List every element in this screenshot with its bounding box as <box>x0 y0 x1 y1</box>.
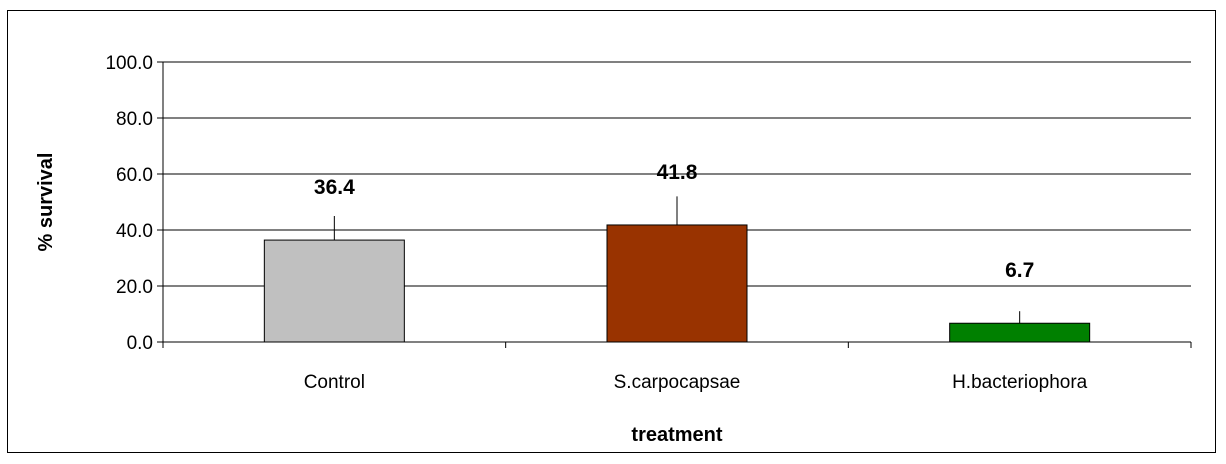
data-label: 36.4 <box>314 176 355 199</box>
bars <box>263 224 1091 343</box>
y-tick-label: 60.0 <box>116 165 153 186</box>
bar-s-carpocapsae <box>606 224 748 343</box>
category-label: S.carpocapsae <box>614 372 741 393</box>
y-tick-label: 20.0 <box>116 277 153 298</box>
x-axis-ticks <box>162 342 1192 348</box>
data-label: 41.8 <box>657 161 698 184</box>
category-labels: Control S.carpocapsae H.bacteriophora <box>304 372 1088 393</box>
y-tick-label: 100.0 <box>105 53 153 74</box>
category-label: H.bacteriophora <box>952 372 1088 393</box>
data-label: 6.7 <box>1005 259 1034 282</box>
data-labels: 36.4 41.8 6.7 <box>314 161 1034 282</box>
y-tick-label: 80.0 <box>116 109 153 130</box>
bar-control <box>263 239 405 343</box>
y-axis-title: % survival <box>35 153 57 252</box>
y-tick-label: 40.0 <box>116 221 153 242</box>
category-label: Control <box>304 372 365 393</box>
error-bars <box>333 196 1021 324</box>
bar-h-bacteriophora <box>949 322 1091 343</box>
y-axis-ticks: 0.0 20.0 40.0 60.0 80.0 100.0 <box>105 53 163 354</box>
x-axis-title: treatment <box>631 424 722 446</box>
y-tick-label: 0.0 <box>127 333 153 354</box>
